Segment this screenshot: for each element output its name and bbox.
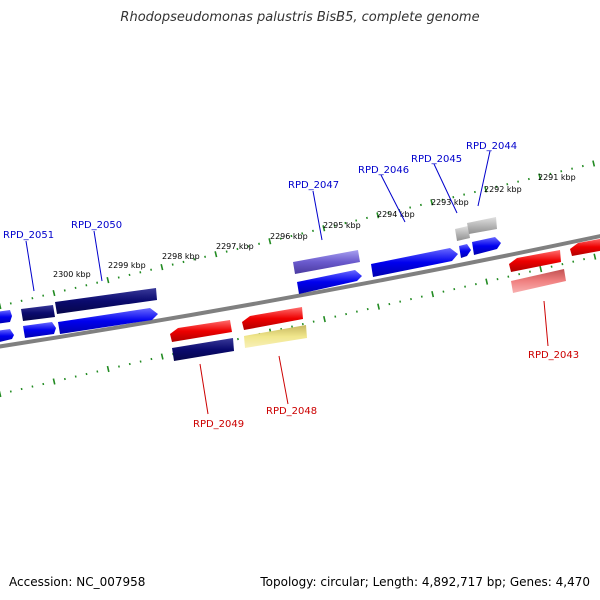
gene-arrow[interactable] [455, 226, 470, 241]
scale-tick [376, 212, 380, 219]
scale-tick [538, 173, 542, 180]
scale-tick [431, 291, 435, 298]
gene-label-rpd-2044[interactable]: RPD_2044 [466, 141, 517, 152]
kbp-label-2297: 2297 kbp [216, 242, 254, 251]
scale-tick [52, 378, 56, 385]
gene-label-rpd-2051[interactable]: RPD_2051 [3, 230, 54, 241]
scale-tick [485, 278, 489, 285]
scale-tick [377, 303, 380, 310]
forward-genes [0, 217, 501, 343]
topology-text: Topology: circular; Length: 4,892,717 bp… [260, 575, 590, 589]
scale-tick [592, 160, 596, 167]
gene-arrow[interactable] [371, 248, 458, 277]
kbp-label-2296: 2296 kbp [270, 232, 308, 241]
gene-arrow[interactable] [242, 307, 303, 330]
gene-arrow[interactable] [293, 250, 360, 274]
gene-label-rpd-2045[interactable]: RPD_2045 [411, 154, 462, 165]
kbp-label-2293: 2293 kbp [431, 198, 469, 207]
gene-labels: RPD_2051 RPD_2050 RPD_2047 RPD_2046 RPD_… [3, 141, 579, 430]
gene-arrow[interactable] [472, 237, 501, 255]
gene-arrow[interactable] [21, 305, 55, 321]
scale-tick [106, 365, 110, 373]
gene-label-rpd-2047[interactable]: RPD_2047 [288, 180, 339, 191]
kbp-label-2292: 2292 kbp [484, 185, 522, 194]
scale-tick [323, 315, 326, 323]
reverse-genes [170, 238, 600, 361]
gene-arrow[interactable] [459, 244, 471, 258]
gene-label-rpd-2048[interactable]: RPD_2048 [266, 406, 317, 417]
scale-tick [160, 264, 164, 271]
scale-tick [52, 289, 56, 297]
gene-arrow[interactable] [467, 217, 497, 234]
gene-arrow[interactable] [0, 329, 14, 343]
gene-arrow[interactable] [244, 325, 307, 348]
scale-tick [160, 353, 164, 360]
accession-text: Accession: NC_007958 [9, 575, 146, 589]
kbp-label-2300: 2300 kbp [53, 270, 91, 279]
gene-arrow[interactable] [509, 250, 561, 272]
kbp-label-2294: 2294 kbp [377, 210, 415, 219]
kbp-label-2299: 2299 kbp [108, 261, 146, 270]
genome-backbone [0, 234, 600, 349]
gene-arrow[interactable] [570, 238, 600, 256]
gene-arrow[interactable] [55, 288, 157, 314]
gene-arrow[interactable] [23, 322, 56, 338]
gene-label-rpd-2046[interactable]: RPD_2046 [358, 165, 409, 176]
scale-tick [484, 186, 488, 193]
gene-arrow[interactable] [58, 308, 158, 334]
gene-label-rpd-2049[interactable]: RPD_2049 [193, 419, 244, 430]
kbp-label-2291: 2291 kbp [538, 173, 576, 182]
scale-tick [539, 266, 543, 273]
gene-arrow[interactable] [0, 310, 12, 324]
gene-arrow[interactable] [170, 320, 232, 342]
scale-tick [214, 251, 218, 258]
gene-label-rpd-2050[interactable]: RPD_2050 [71, 220, 122, 231]
scale-tick [593, 253, 597, 260]
gene-label-rpd-2043[interactable]: RPD_2043 [528, 350, 579, 361]
genome-title: Rhodopseudomonas palustris BisB5, comple… [120, 10, 480, 25]
scale-tick [430, 199, 434, 206]
kbp-label-2298: 2298 kbp [162, 252, 200, 261]
kbp-label-2295: 2295 kbp [323, 221, 361, 230]
scale-tick [106, 276, 110, 284]
gene-arrow[interactable] [172, 338, 234, 361]
scale-tick [0, 302, 2, 310]
scale-tick [268, 238, 272, 245]
scale-tick [322, 225, 326, 232]
kbp-labels: 2300 kbp 2299 kbp 2298 kbp 2297 kbp 2296… [53, 173, 576, 279]
gene-arrow[interactable] [511, 269, 566, 293]
scale-tick [0, 390, 2, 398]
label-leaders [25, 150, 549, 415]
gene-arrow[interactable] [297, 270, 362, 294]
upper-scale [0, 160, 596, 310]
